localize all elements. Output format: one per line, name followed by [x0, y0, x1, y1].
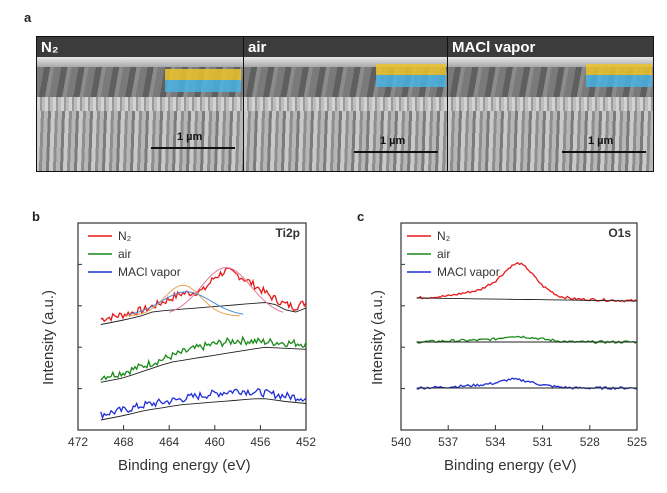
- sem-label-air: air: [248, 39, 267, 56]
- x-axis-label-b: Binding energy (eV): [118, 457, 251, 474]
- sem-label-n2: N₂: [41, 39, 59, 56]
- legend-label: N₂: [437, 229, 451, 243]
- x-tick-label: 456: [250, 435, 270, 449]
- chart-title-b: Ti2p: [276, 226, 300, 240]
- fit-component: [129, 291, 244, 315]
- fit-component: [125, 284, 240, 317]
- legend-label: MACl vapor: [118, 265, 181, 279]
- scale-bar-label: 1 µm: [177, 131, 203, 143]
- x-tick-label: 537: [438, 435, 458, 449]
- scale-bar: [151, 147, 235, 149]
- legend-label: air: [437, 247, 450, 261]
- chart-title-c: O1s: [608, 226, 631, 240]
- x-tick-label: 464: [159, 435, 179, 449]
- x-tick-label: 528: [580, 435, 600, 449]
- scale-bar-label: 1 µm: [588, 135, 614, 147]
- sem-image-air: air 1 µm: [243, 36, 449, 172]
- panel-letter-b: b: [32, 209, 40, 224]
- legend-label: MACl vapor: [437, 265, 500, 279]
- scale-bar: [354, 151, 438, 153]
- x-tick-label: 472: [68, 435, 88, 449]
- series-line: [416, 377, 638, 391]
- series-line: [100, 387, 307, 420]
- y-axis-label-c: Intensity (a.u.): [369, 289, 386, 385]
- x-tick-label: 540: [391, 435, 411, 449]
- x-tick-label: 534: [485, 435, 505, 449]
- x-tick-label: 460: [205, 435, 225, 449]
- series-line: [100, 267, 307, 323]
- sem-image-n2: N₂ 1 µm: [36, 36, 246, 172]
- legend-label: air: [118, 247, 131, 261]
- series-line: [100, 335, 307, 381]
- panel-letter-c: c: [357, 209, 365, 224]
- scale-bar: [562, 151, 646, 153]
- scale-bar-label: 1 µm: [380, 135, 406, 147]
- background-line: [100, 302, 307, 325]
- x-tick-label: 468: [114, 435, 134, 449]
- plot-frame-b: [77, 222, 307, 431]
- sem-image-macl: MACl vapor 1 µm: [447, 36, 654, 172]
- x-tick-label: 525: [627, 435, 647, 449]
- series-line: [416, 335, 638, 344]
- x-axis-label-c: Binding energy (eV): [444, 457, 577, 474]
- panel-letter-a: a: [24, 10, 32, 25]
- legend-label: N₂: [118, 229, 132, 243]
- y-axis-label-b: Intensity (a.u.): [40, 289, 57, 385]
- sem-label-macl: MACl vapor: [452, 39, 536, 56]
- x-tick-label: 531: [533, 435, 553, 449]
- background-line: [100, 398, 307, 421]
- background-line: [416, 297, 638, 302]
- x-tick-label: 452: [296, 435, 316, 449]
- fit-component: [169, 267, 284, 313]
- background-line: [100, 346, 307, 383]
- plot-frame-c: [400, 222, 638, 431]
